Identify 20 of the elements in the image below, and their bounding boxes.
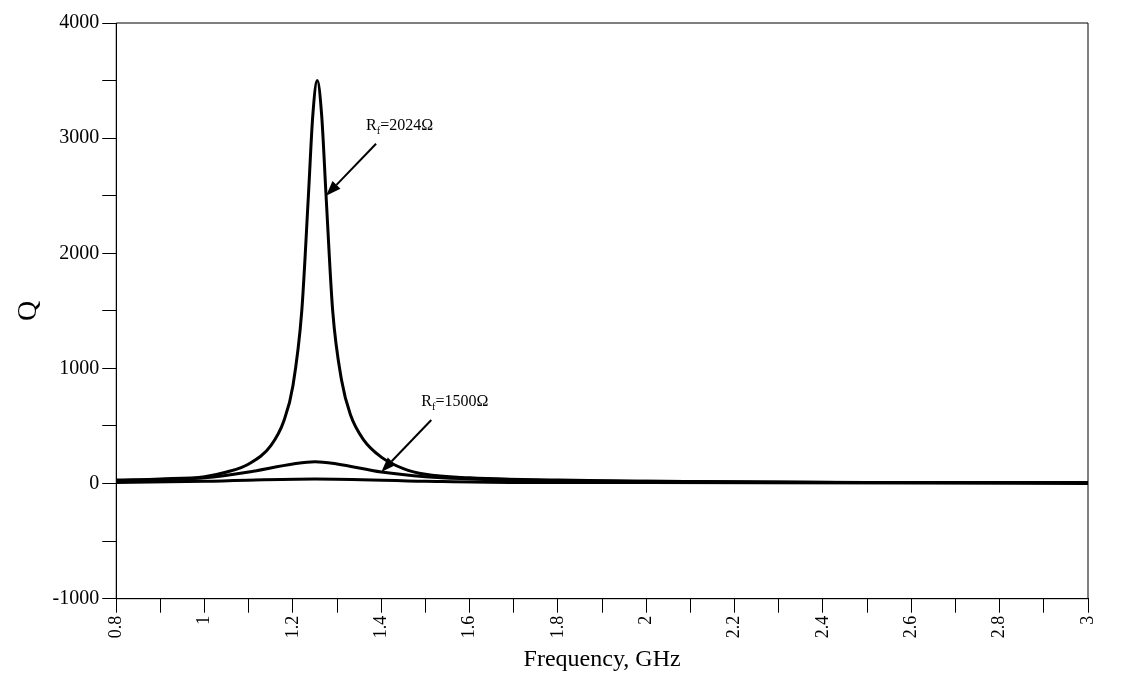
y-tick-label: 2000 (59, 240, 100, 263)
x-tick-label: 3 (1076, 615, 1097, 625)
x-axis-title: Frequency, GHz (523, 644, 681, 671)
y-tick-label: 1000 (59, 355, 100, 378)
x-tick-label: 1.2 (281, 615, 302, 639)
x-tick-label: 2.4 (811, 615, 832, 639)
x-tick-label: 2 (635, 615, 656, 625)
y-tick-label: 4000 (59, 10, 100, 33)
x-tick-label: 1.6 (458, 615, 479, 639)
x-tick-label: 2.8 (988, 615, 1009, 639)
y-tick-label: 0 (89, 470, 100, 493)
x-tick-label: 1 (193, 615, 214, 625)
y-tick-label: 3000 (59, 125, 100, 148)
x-tick-label: 2.6 (900, 615, 921, 639)
x-tick-label: 2.2 (723, 615, 744, 639)
y-tick-label: -1000 (52, 585, 100, 608)
x-tick-label: 1.4 (370, 615, 391, 639)
y-axis-title: Q (11, 300, 43, 321)
x-tick-label: 1.8 (546, 615, 567, 639)
x-tick-label: 0.8 (104, 615, 125, 639)
